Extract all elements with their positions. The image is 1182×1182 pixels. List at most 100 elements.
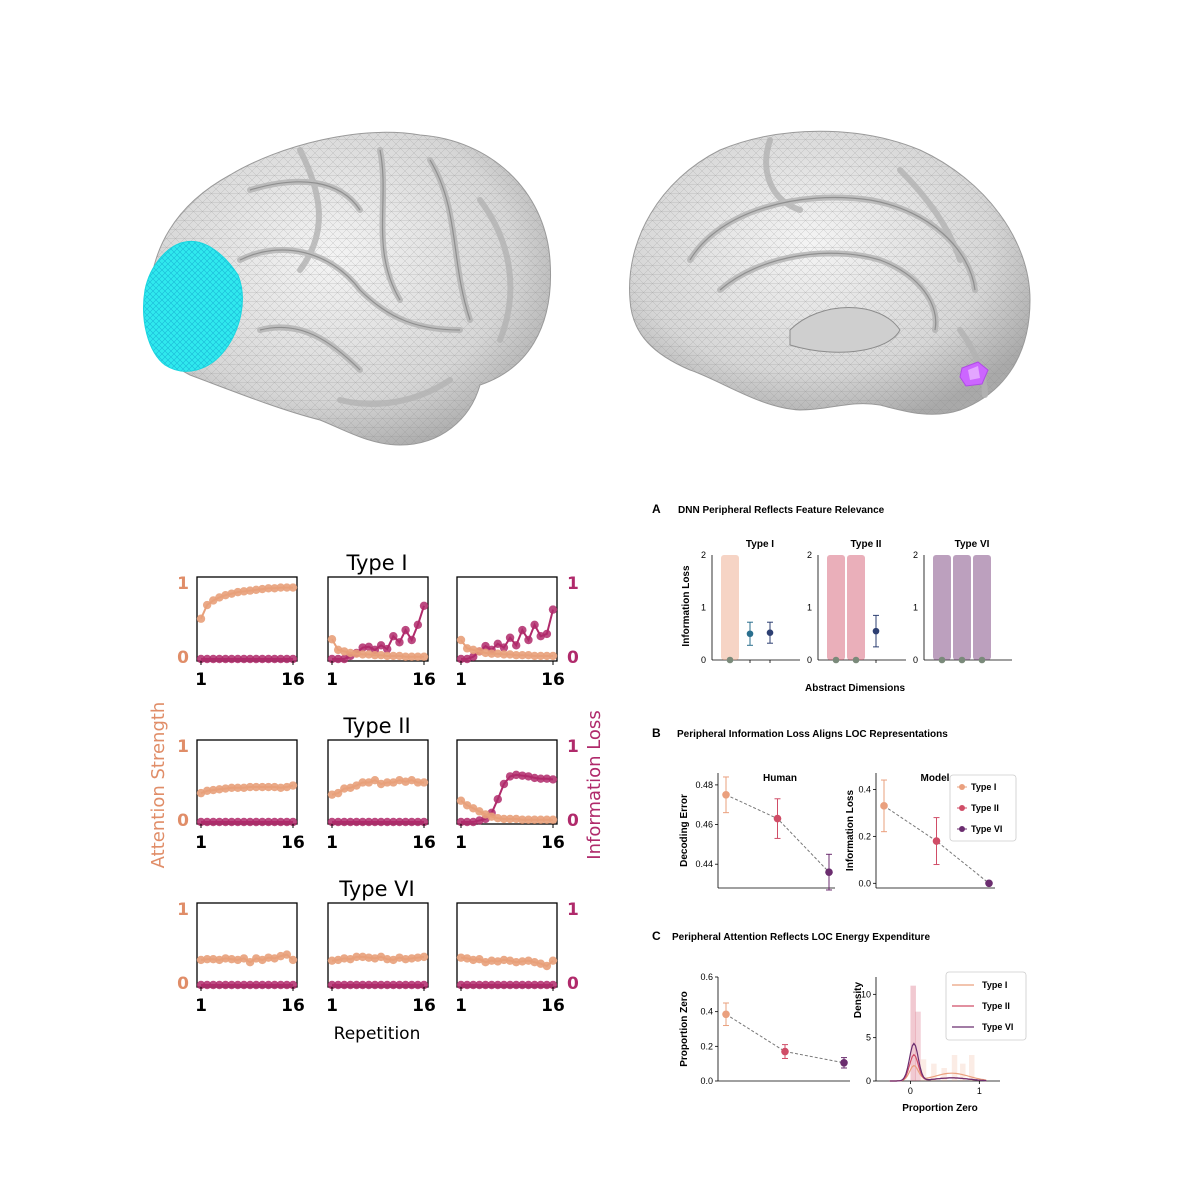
attention-point	[196, 614, 206, 623]
panel-a-title: DNN Peripheral Reflects Feature Relevanc…	[678, 505, 885, 516]
histogram-bar	[969, 1055, 975, 1081]
attention-point	[499, 650, 509, 659]
attention-point	[209, 954, 218, 964]
attention-point	[221, 954, 230, 963]
attention-point	[493, 649, 502, 658]
legend-label: Type I	[971, 782, 996, 792]
attention-point	[202, 786, 212, 796]
attention-point	[276, 583, 285, 592]
info-loss-point	[352, 817, 361, 827]
info-loss-point	[264, 817, 273, 827]
info-loss-point	[493, 795, 502, 804]
info-loss-point	[481, 980, 490, 990]
xtick-label: 16	[541, 996, 565, 1016]
attention-point	[542, 815, 552, 824]
info-loss-point	[245, 654, 255, 664]
ytick-label: 1	[701, 603, 706, 613]
attention-point	[264, 782, 273, 792]
subpanel-title: Human	[763, 773, 797, 784]
attention-point	[276, 783, 285, 792]
attention-point	[481, 648, 490, 658]
info-loss-point	[221, 980, 230, 990]
info-loss-point	[233, 980, 242, 990]
info-loss-point	[364, 817, 373, 827]
info-loss-point	[282, 817, 292, 827]
info-loss-point	[227, 817, 236, 827]
attention-point	[407, 652, 416, 661]
info-loss-point	[276, 980, 285, 990]
attention-point	[542, 961, 552, 971]
xtick-label: 1	[455, 833, 467, 853]
info-loss-point	[276, 817, 285, 827]
attention-point	[227, 783, 236, 792]
bar-subpanel: 0 1 2 Type VI	[913, 539, 1012, 665]
info-loss-point	[196, 980, 206, 990]
info-loss-point	[407, 980, 416, 990]
attention-point	[252, 585, 261, 595]
attention-point	[270, 782, 279, 792]
loss-point	[726, 656, 734, 664]
attention-point	[518, 815, 527, 824]
panel-b-title: Peripheral Information Loss Aligns LOC R…	[677, 729, 948, 740]
xtick-label: 1	[326, 996, 338, 1016]
info-loss-point	[548, 775, 558, 784]
attention-point	[327, 956, 337, 965]
legend-label: Type II	[982, 1001, 1010, 1011]
line-panel: 1 16	[326, 576, 436, 690]
info-loss-point	[340, 980, 349, 990]
relevance-bar	[847, 555, 865, 660]
legend-c: Type I Type II Type VI	[945, 971, 1027, 1041]
attention-point	[413, 953, 423, 962]
attention-point	[370, 651, 380, 660]
info-loss-point	[456, 980, 466, 990]
info-loss-point	[202, 654, 212, 664]
ytick-label: 0	[701, 655, 706, 665]
xtick-label: 1	[195, 996, 207, 1016]
right-panels: A DNN Peripheral Reflects Feature Relevan…	[652, 502, 1027, 1114]
legend-swatch	[959, 805, 965, 811]
ytick-label: 1	[567, 900, 579, 920]
ytick-label: 1	[567, 574, 579, 594]
xtick-label: 16	[541, 833, 565, 853]
ytick-label: 0.0	[858, 878, 871, 888]
subpanel-title: Type I	[746, 539, 774, 550]
legend-b: Type I Type II Type VI	[949, 774, 1017, 842]
ytick-label: 0	[913, 655, 918, 665]
info-loss-point	[270, 817, 279, 827]
info-loss-point	[383, 644, 392, 654]
ytick-label: 0.2	[700, 1041, 713, 1051]
xtick-label: 1	[977, 1086, 982, 1096]
xtick-label: 16	[412, 996, 436, 1016]
attention-point	[530, 651, 539, 661]
info-loss-point	[376, 641, 386, 650]
loss-point	[938, 656, 946, 664]
info-loss-point	[358, 980, 367, 990]
ytick-label: 0.48	[695, 780, 713, 790]
line-panel: 1 16	[326, 902, 436, 1016]
info-loss-point	[395, 638, 404, 647]
relevance-bar	[973, 555, 991, 660]
info-loss-point	[383, 980, 392, 990]
legend-label: Type VI	[982, 1022, 1013, 1032]
attention-point	[333, 788, 343, 798]
info-loss-point	[215, 654, 224, 664]
attention-point	[288, 955, 298, 965]
subpanel-title: Model	[921, 773, 950, 784]
row-title: Type II	[342, 714, 410, 738]
info-loss-point	[288, 980, 298, 990]
ytick-label: 0.44	[695, 859, 713, 869]
attention-point	[376, 651, 386, 660]
info-loss-point	[395, 980, 404, 990]
info-loss-point	[215, 817, 224, 827]
ytick-label: 1	[177, 900, 189, 920]
info-loss-point	[276, 654, 285, 664]
panel-a-ylabel: Information Loss	[681, 565, 692, 647]
attention-point	[383, 778, 392, 787]
info-loss-point	[389, 817, 398, 827]
info-loss-point	[524, 980, 533, 990]
